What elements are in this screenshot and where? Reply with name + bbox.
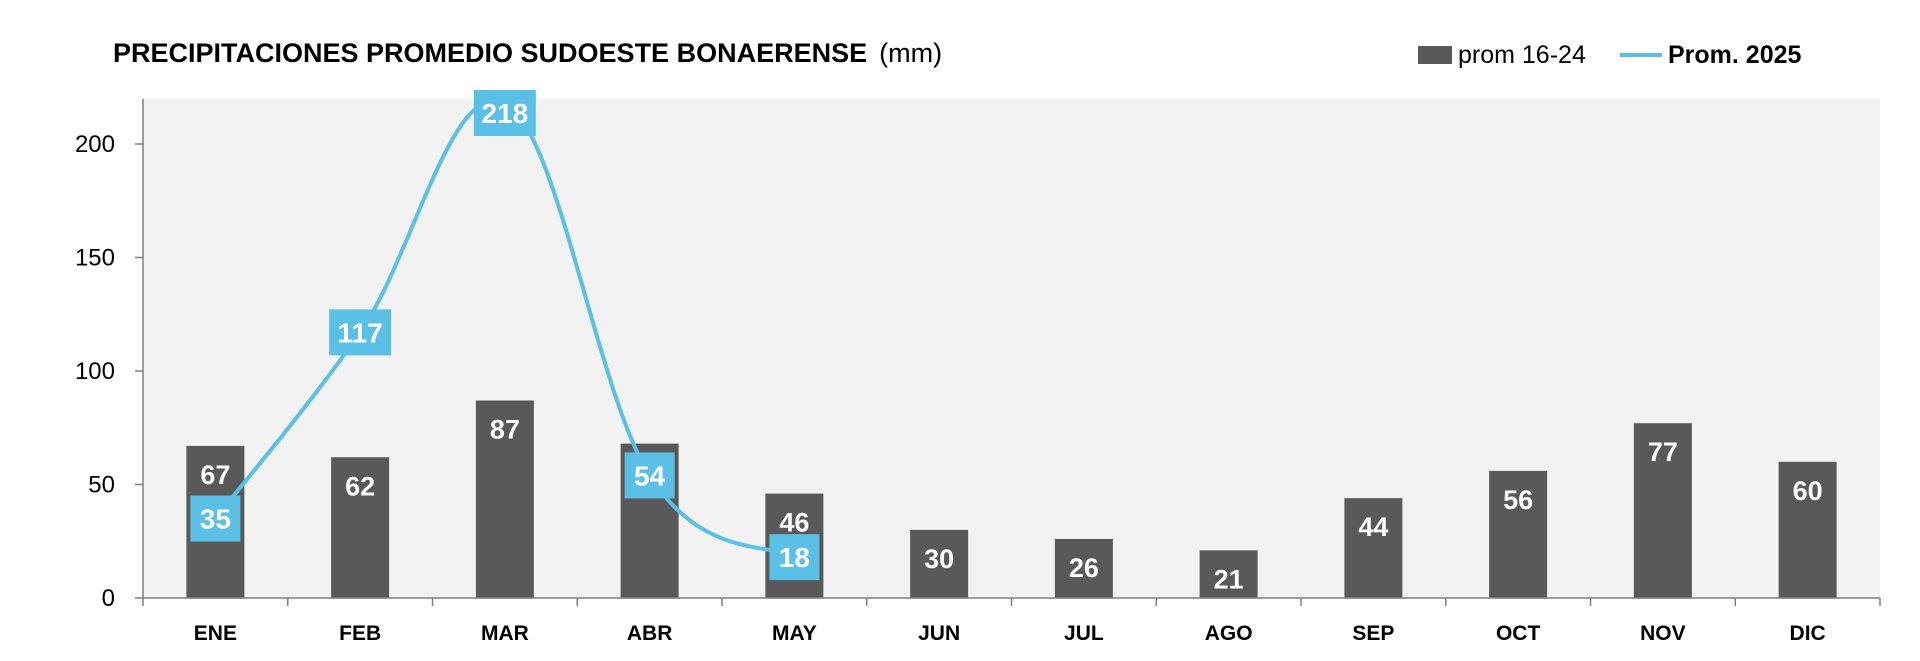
legend-label-prom-2025: Prom. 2025: [1668, 41, 1802, 69]
legend: prom 16-24 Prom. 2025: [1418, 41, 1802, 69]
line-value-label: 54: [634, 460, 666, 491]
x-tick-label: ENE: [194, 622, 237, 645]
bar-value-label: 67: [200, 460, 230, 490]
line-point-marker: [769, 534, 820, 581]
y-tick-label: 100: [75, 358, 115, 385]
bar-jun: [910, 529, 969, 598]
x-tick-label: SEP: [1352, 622, 1394, 645]
bar-value-label: 46: [779, 508, 809, 538]
y-axis: 0 50 100 150 200: [75, 99, 144, 612]
x-tick-label: JUL: [1064, 622, 1104, 645]
line-point-marker: [473, 90, 536, 136]
x-axis: ENE FEB MAR ABR MAY JUN JUL AGO SEP OCT NOV DIC: [142, 597, 1881, 645]
y-tick-label: 0: [102, 585, 115, 612]
bar-value-label: 87: [490, 415, 520, 445]
bar-dic: [1778, 461, 1837, 598]
x-tick-label: AGO: [1205, 622, 1253, 645]
x-tick-label: FEB: [339, 622, 381, 645]
legend-label-prom-16-24: prom 16-24: [1458, 41, 1586, 69]
line-value-label: 218: [482, 98, 529, 129]
legend-swatch-prom-16-24: [1418, 46, 1452, 64]
plot-area: [143, 99, 1880, 598]
bar-value-label: 30: [924, 544, 954, 574]
bar-oct: [1489, 470, 1548, 598]
bar-value-label: 44: [1358, 512, 1388, 542]
bar-feb: [331, 457, 390, 598]
bar-sep: [1344, 498, 1403, 598]
line-point-marker: [624, 452, 675, 499]
x-tick-label: NOV: [1640, 622, 1686, 645]
line-prom-2025: 35 117 218 54 18: [190, 90, 820, 581]
bar-value-label: 56: [1503, 485, 1533, 515]
chart-title-text: PRECIPITACIONES PROMEDIO SUDOESTE BONAER…: [113, 38, 867, 68]
bar-jul: [1054, 538, 1113, 598]
x-tick-label: ABR: [627, 622, 673, 645]
y-tick-label: 50: [88, 472, 115, 499]
line-value-label: 18: [779, 542, 810, 573]
bar-mar: [475, 400, 534, 598]
bar-value-label: 26: [1069, 553, 1099, 583]
x-tick-label: MAR: [481, 622, 529, 645]
bar-ago: [1199, 550, 1258, 598]
line-point-marker: [190, 495, 241, 542]
y-tick-label: 150: [75, 245, 115, 272]
line-value-label: 117: [338, 317, 383, 348]
line-point-marker: [329, 309, 392, 356]
bar-value-label: 62: [345, 471, 375, 501]
x-tick-label: JUN: [918, 622, 960, 645]
bar-nov: [1633, 423, 1692, 598]
bar-value-label: 77: [1648, 437, 1678, 467]
chart-title: PRECIPITACIONES PROMEDIO SUDOESTE BONAER…: [113, 38, 942, 68]
bar-value-label: 60: [1793, 476, 1823, 506]
y-tick-label: 200: [75, 131, 115, 158]
x-tick-label: MAY: [772, 622, 817, 645]
x-tick-label: OCT: [1496, 622, 1541, 645]
x-tick-label: DIC: [1790, 622, 1826, 645]
bars-prom-16-24: 676287684630262144567760: [186, 400, 1837, 598]
line-value-label: 35: [200, 504, 231, 535]
chart-title-unit: (mm): [879, 38, 942, 68]
bar-value-label: 21: [1214, 564, 1244, 594]
